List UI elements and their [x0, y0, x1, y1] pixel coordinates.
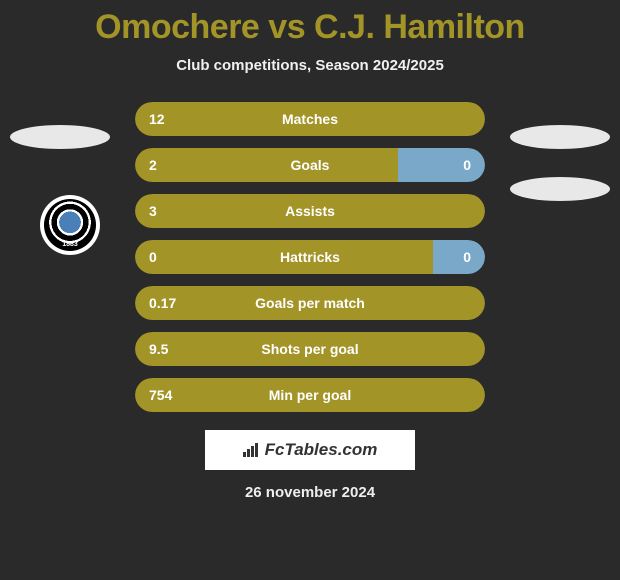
stat-row: 9.5Shots per goal — [135, 332, 485, 366]
stats-container: 12Matches2Goals03Assists0Hattricks00.17G… — [135, 102, 485, 412]
player-right-placeholder-2 — [510, 177, 610, 201]
stat-row: 0Hattricks0 — [135, 240, 485, 274]
subtitle: Club competitions, Season 2024/2025 — [0, 57, 620, 74]
player-right-placeholder-1 — [510, 125, 610, 149]
stat-left-value: 9.5 — [135, 341, 195, 357]
bars-icon — [243, 443, 261, 457]
date-text: 26 november 2024 — [0, 484, 620, 501]
stat-left-value: 0 — [135, 249, 195, 265]
stat-label: Goals per match — [195, 295, 425, 311]
fctables-label: FcTables.com — [265, 440, 378, 460]
stat-right-value: 0 — [425, 249, 485, 265]
stat-left-value: 2 — [135, 157, 195, 173]
stat-left-value: 12 — [135, 111, 195, 127]
stat-row: 754Min per goal — [135, 378, 485, 412]
stat-left-value: 754 — [135, 387, 195, 403]
stat-label: Hattricks — [195, 249, 425, 265]
stat-label: Goals — [195, 157, 425, 173]
stat-row: 3Assists — [135, 194, 485, 228]
stat-row: 12Matches — [135, 102, 485, 136]
club-logo-left — [40, 195, 100, 255]
bristol-rovers-icon — [44, 199, 96, 251]
stat-label: Shots per goal — [195, 341, 425, 357]
stat-right-value: 0 — [425, 157, 485, 173]
stat-label: Assists — [195, 203, 425, 219]
stat-left-value: 3 — [135, 203, 195, 219]
stat-row: 0.17Goals per match — [135, 286, 485, 320]
stat-row: 2Goals0 — [135, 148, 485, 182]
stat-label: Min per goal — [195, 387, 425, 403]
fctables-badge[interactable]: FcTables.com — [205, 430, 415, 470]
page-title: Omochere vs C.J. Hamilton — [0, 0, 620, 47]
player-left-placeholder — [10, 125, 110, 149]
stat-label: Matches — [195, 111, 425, 127]
stat-left-value: 0.17 — [135, 295, 195, 311]
